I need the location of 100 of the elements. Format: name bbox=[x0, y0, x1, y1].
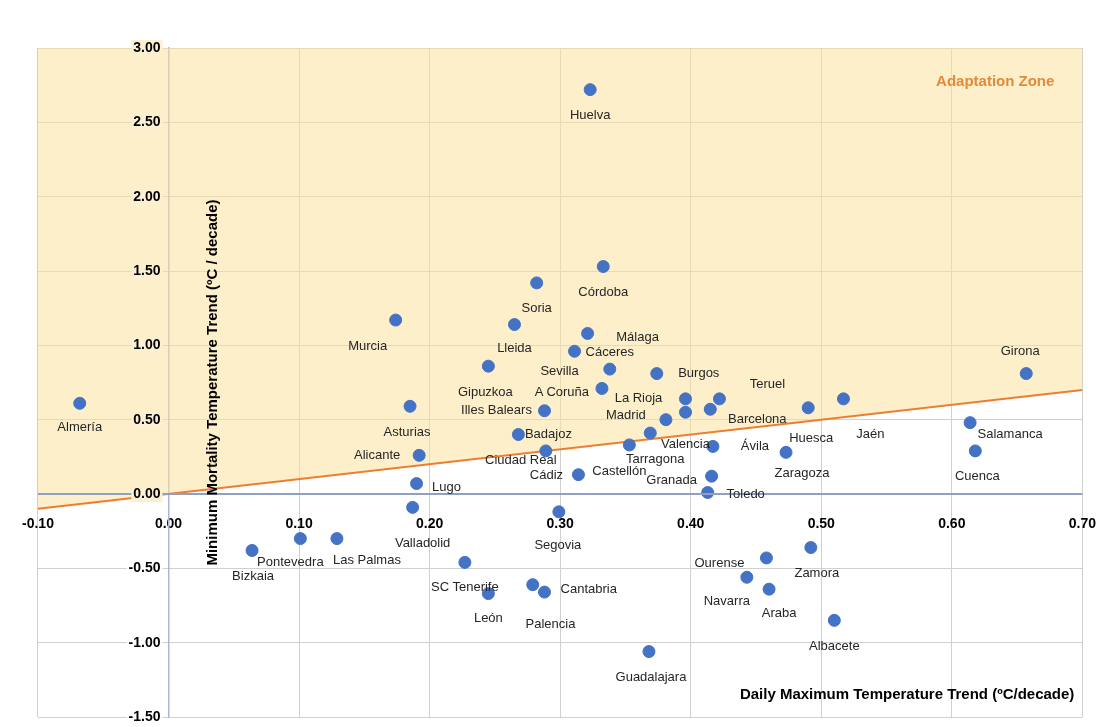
point bbox=[836, 392, 850, 406]
point bbox=[538, 404, 551, 418]
annotation: Madrid bbox=[606, 407, 646, 423]
annotation: León bbox=[473, 610, 503, 626]
point bbox=[538, 585, 551, 599]
annotation: Cádiz bbox=[529, 467, 564, 483]
y-tick-label: 0.50 bbox=[133, 410, 161, 427]
annotation: Bizkaia bbox=[232, 568, 275, 584]
point bbox=[740, 570, 754, 584]
annotation: Almería bbox=[57, 418, 103, 434]
annotation: Cuenca bbox=[954, 468, 1001, 484]
annotation: Alicante bbox=[354, 446, 401, 462]
point bbox=[526, 578, 540, 592]
point bbox=[705, 469, 719, 483]
point bbox=[659, 413, 673, 427]
x-tick-label: 0.20 bbox=[415, 515, 444, 532]
annotation: Sevilla bbox=[540, 362, 580, 378]
annotation: Las Palmas bbox=[332, 552, 402, 568]
point bbox=[481, 359, 495, 373]
point bbox=[581, 326, 595, 340]
point bbox=[530, 276, 544, 290]
annotation: Guadalajara bbox=[615, 669, 688, 685]
point bbox=[293, 532, 307, 546]
point bbox=[762, 582, 776, 596]
x-tick-label: 0.60 bbox=[938, 515, 966, 532]
y-tick-label: -1.00 bbox=[128, 633, 161, 650]
annotation: Zaragoza bbox=[774, 464, 831, 480]
annotation: Murcia bbox=[348, 337, 388, 353]
annotation: Córdoba bbox=[578, 284, 629, 300]
point bbox=[410, 477, 424, 491]
annotation: Asturias bbox=[383, 423, 432, 439]
point bbox=[643, 426, 657, 440]
point bbox=[679, 405, 692, 419]
point bbox=[73, 396, 87, 410]
x-tick-label: 0.40 bbox=[677, 515, 705, 532]
annotation: Málaga bbox=[616, 329, 660, 345]
point bbox=[703, 402, 717, 416]
annotation: Palencia bbox=[525, 615, 577, 631]
annotation: Salamanca bbox=[977, 426, 1044, 442]
annotation: Lugo bbox=[432, 479, 462, 495]
point bbox=[804, 541, 818, 555]
x-tick-label: 0.10 bbox=[285, 515, 313, 532]
annotation: Cáceres bbox=[585, 343, 635, 359]
annotation: SC Tenerife bbox=[431, 578, 499, 594]
annotation: Illes Balears bbox=[461, 402, 533, 418]
annotation: Soria bbox=[521, 300, 553, 316]
point bbox=[968, 444, 982, 458]
point bbox=[642, 645, 656, 659]
x-tick-label: 0.50 bbox=[807, 515, 836, 532]
annotation: Girona bbox=[1000, 343, 1041, 359]
point bbox=[622, 438, 636, 452]
annotation: Navarra bbox=[703, 592, 751, 608]
y-tick-label: -1.50 bbox=[128, 707, 161, 724]
point bbox=[779, 445, 793, 459]
point bbox=[412, 448, 426, 462]
annotation: Huesca bbox=[789, 430, 835, 446]
y-tick-label: 2.00 bbox=[133, 187, 161, 204]
annotation: Toledo bbox=[726, 486, 765, 502]
point bbox=[511, 428, 525, 442]
point bbox=[801, 401, 815, 415]
annotation: Barcelona bbox=[728, 410, 788, 426]
point bbox=[552, 505, 566, 519]
point bbox=[406, 500, 420, 514]
point bbox=[596, 260, 610, 274]
point bbox=[245, 543, 259, 557]
point bbox=[595, 381, 609, 395]
x-tick-label: -0.10 bbox=[21, 515, 55, 532]
annotation: La Rioja bbox=[614, 390, 664, 406]
y-axis-title: Minimum Mortality Temperature Trend (ºC / decade) bbox=[202, 199, 220, 566]
annotation: Adaptation Zone bbox=[936, 72, 1055, 90]
annotation: Albacete bbox=[809, 637, 860, 653]
annotation: Pontevedra bbox=[257, 554, 325, 570]
point bbox=[963, 416, 977, 430]
annotation: Granada bbox=[646, 471, 698, 487]
annotation: Cantabria bbox=[560, 581, 618, 597]
annotation: Lleida bbox=[497, 340, 533, 356]
point bbox=[759, 551, 773, 565]
y-tick-label: 1.50 bbox=[133, 261, 161, 278]
point bbox=[827, 613, 841, 627]
annotation: A Coruña bbox=[534, 384, 590, 400]
annotation: Segovia bbox=[534, 537, 583, 553]
annotation: Ourense bbox=[694, 554, 745, 570]
annotation: Badajoz bbox=[524, 426, 572, 442]
point bbox=[507, 318, 521, 332]
annotation: Huelva bbox=[569, 107, 612, 123]
x-axis-title: Daily Maximum Temperature Trend (ºC/decade) bbox=[739, 685, 1075, 703]
point bbox=[679, 392, 692, 406]
point bbox=[330, 532, 344, 546]
point bbox=[603, 362, 617, 376]
point bbox=[389, 313, 403, 327]
y-tick-label: 2.50 bbox=[133, 113, 161, 130]
annotation: Jaén bbox=[856, 426, 885, 442]
point bbox=[403, 399, 417, 413]
annotation: Gipuzkoa bbox=[457, 383, 514, 399]
annotation: Valencia bbox=[661, 435, 711, 451]
point bbox=[583, 83, 597, 97]
y-tick-label: 3.00 bbox=[133, 38, 161, 55]
annotation: Valladolid bbox=[394, 534, 451, 550]
y-tick-label: -0.50 bbox=[128, 559, 161, 576]
point bbox=[1019, 367, 1033, 381]
